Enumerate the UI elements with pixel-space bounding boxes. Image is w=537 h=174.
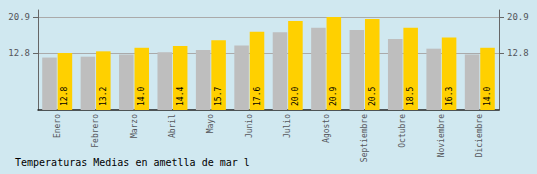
svg-text:20.5: 20.5 [368, 87, 377, 106]
svg-text:Noviembre: Noviembre [437, 114, 446, 158]
svg-text:16.3: 16.3 [445, 87, 454, 106]
svg-text:Marzo: Marzo [130, 114, 139, 138]
svg-text:Febrero: Febrero [91, 114, 100, 148]
svg-text:12.8: 12.8 [507, 48, 529, 58]
svg-text:15.7: 15.7 [214, 87, 223, 106]
svg-text:12.8: 12.8 [8, 48, 30, 58]
svg-text:12.8: 12.8 [60, 87, 69, 106]
svg-text:Julio: Julio [283, 114, 292, 138]
svg-text:Enero: Enero [53, 114, 62, 138]
svg-text:14.0: 14.0 [137, 87, 146, 106]
svg-text:20.9: 20.9 [8, 12, 30, 22]
svg-text:20.9: 20.9 [507, 12, 529, 22]
svg-text:20.9: 20.9 [329, 87, 338, 106]
svg-text:20.0: 20.0 [291, 87, 300, 106]
svg-text:Junio: Junio [245, 114, 254, 138]
svg-text:Diciembre: Diciembre [475, 114, 484, 158]
svg-text:Abril: Abril [168, 114, 177, 138]
svg-text:13.2: 13.2 [99, 87, 108, 106]
svg-text:14.4: 14.4 [176, 87, 185, 106]
svg-text:Octubre: Octubre [398, 114, 407, 148]
svg-text:Agosto: Agosto [322, 114, 331, 143]
svg-text:Septiembre: Septiembre [360, 114, 369, 162]
svg-text:18.5: 18.5 [406, 87, 415, 106]
svg-text:17.6: 17.6 [253, 87, 262, 106]
svg-text:Mayo: Mayo [206, 114, 215, 133]
svg-text:14.0: 14.0 [483, 87, 492, 106]
svg-text:Temperaturas Medias en ametlla: Temperaturas Medias en ametlla de mar l [15, 157, 250, 168]
